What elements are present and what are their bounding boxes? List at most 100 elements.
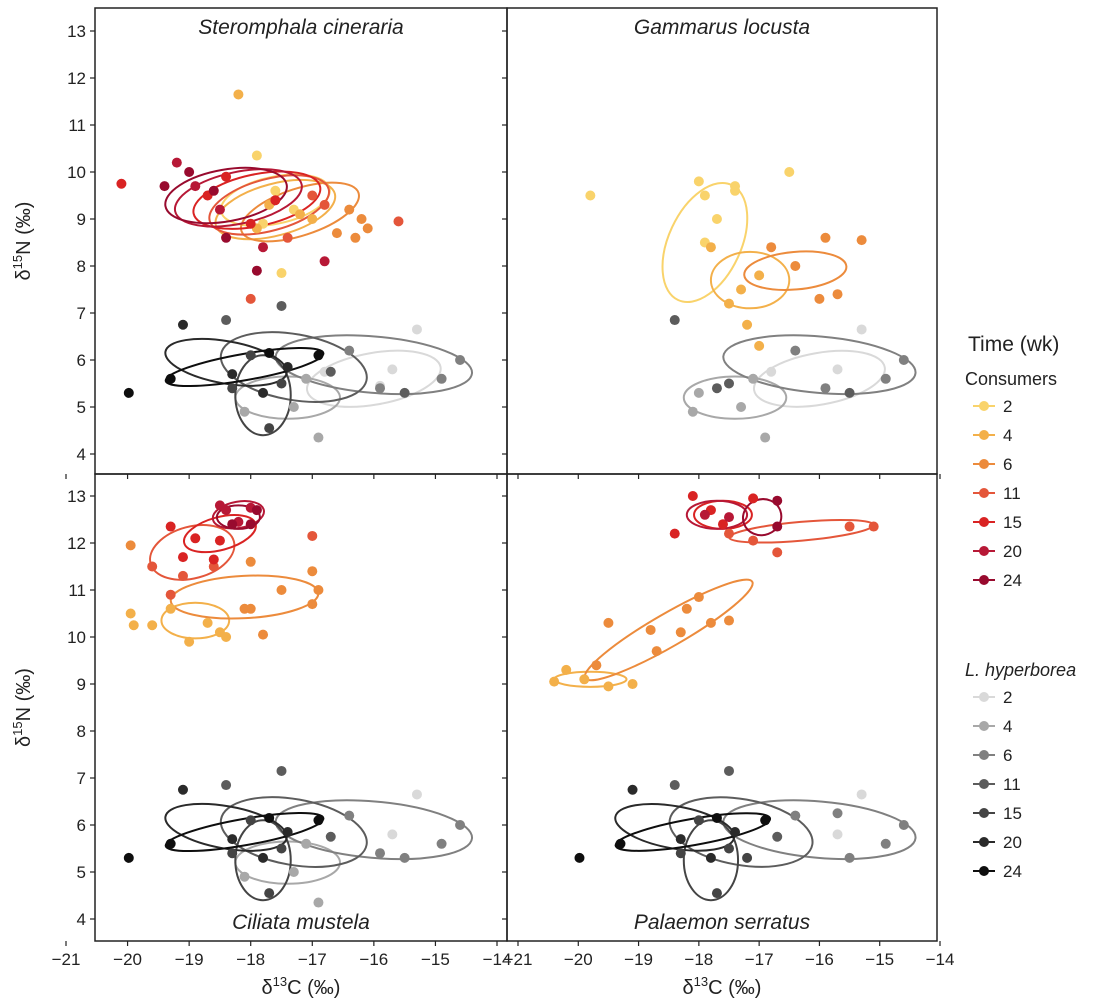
kelp-point-11wk: [276, 300, 287, 311]
kelp-ellipse-11wk: [668, 796, 814, 868]
panels: 4 5 6 7 8 9 10 11 12 13 Steromphala cineraria δ15N …: [10, 7, 954, 999]
y-tick-label: 12: [67, 534, 86, 553]
consumer-point-6wk: [724, 615, 734, 626]
legend-key-dot: [979, 837, 989, 847]
consumer-point-4wk: [128, 620, 139, 631]
consumer-point-20wk: [258, 242, 269, 253]
kelp-point-20wk: [675, 834, 686, 845]
kelp-point-6wk: [436, 838, 447, 849]
kelp-point-4wk: [313, 897, 324, 908]
x-axis-title: δ13C (‰): [262, 974, 341, 999]
kelp-ellipse-2wk: [752, 349, 886, 408]
y-tick-label: 9: [77, 210, 86, 229]
kelp-point-4wk: [288, 867, 299, 877]
panel-frame: [506, 7, 938, 475]
kelp-point-15wk: [675, 848, 686, 859]
consumer-point-15wk: [190, 533, 201, 544]
legend-title: Time (wk): [968, 333, 1059, 356]
consumer-point-15wk: [165, 521, 176, 532]
kelp-point-6wk: [436, 373, 447, 384]
consumer-point-6wk: [331, 228, 342, 239]
y-axis-title: δ15N (‰): [10, 668, 35, 747]
consumer-point-15wk: [748, 493, 759, 504]
consumer-point-11wk: [724, 528, 734, 539]
consumer-point-15wk: [208, 554, 219, 565]
consumer-point-4wk: [736, 284, 747, 295]
consumer-point-24wk: [251, 505, 262, 516]
y-tick-label: 10: [67, 628, 86, 647]
x-tick-label: −17: [298, 950, 327, 969]
consumer-point-15wk: [270, 195, 281, 206]
consumer-point-15wk: [669, 528, 680, 539]
consumer-point-6wk: [245, 603, 256, 614]
y-tick-label: 6: [77, 351, 86, 370]
kelp-point-15wk: [742, 852, 753, 863]
kelp-point-2wk: [832, 364, 843, 375]
kelp-point-20wk: [227, 834, 238, 845]
consumer-point-4wk: [184, 636, 195, 647]
consumer-point-11wk: [319, 199, 330, 210]
consumer-ellipse-6wk: [743, 250, 848, 291]
panel-1: 4 5 6 7 8 9 10 11 12 13 Steromphala cineraria δ15N …: [10, 7, 508, 479]
consumer-point-24wk: [159, 181, 170, 192]
kelp-point-20wk: [258, 852, 269, 863]
consumer-point-11wk: [393, 216, 404, 227]
legend-item-label: 11: [1003, 484, 1021, 503]
kelp-point-6wk: [344, 810, 355, 821]
consumer-point-15wk: [687, 491, 698, 501]
y-tick-label: 5: [77, 398, 86, 417]
y-tick-label: 6: [77, 816, 86, 835]
consumer-point-4wk: [627, 679, 638, 689]
consumer-point-24wk: [208, 185, 219, 196]
kelp-point-11wk: [772, 831, 783, 842]
kelp-ellipse-6wk: [274, 334, 474, 396]
kelp-point-6wk: [455, 820, 466, 830]
kelp-point-2wk: [387, 829, 398, 840]
consumer-point-4wk: [147, 620, 158, 631]
kelp-point-24wk: [264, 812, 275, 823]
kelp-point-4wk: [301, 838, 312, 849]
panel-title: Palaemon serratus: [634, 911, 811, 934]
consumer-point-4wk: [233, 89, 244, 100]
kelp-point-2wk: [411, 789, 422, 800]
kelp-ellipse-11wk: [219, 331, 368, 403]
kelp-point-20wk: [282, 827, 293, 838]
legend-key-dot: [979, 750, 989, 760]
consumer-point-15wk: [177, 552, 188, 563]
y-tick-label: 9: [77, 675, 86, 694]
consumer-point-6wk: [693, 592, 704, 603]
kelp-point-4wk: [288, 402, 299, 412]
panel-frame: [94, 7, 508, 475]
consumer-ellipse-20wk: [173, 168, 303, 228]
consumer-ellipse-24wk: [164, 166, 288, 225]
consumer-point-11wk: [208, 561, 219, 572]
x-axis-title: δ13C (‰): [683, 974, 762, 999]
consumer-point-4wk: [754, 270, 765, 281]
plot-area: [549, 491, 917, 902]
kelp-point-11wk: [276, 765, 287, 776]
kelp-ellipse-24wk: [164, 812, 325, 853]
kelp-point-2wk: [856, 324, 867, 335]
kelp-point-4wk: [736, 402, 747, 412]
legend-item-label: 20: [1003, 542, 1022, 561]
kelp-point-11wk: [724, 765, 734, 776]
kelp-point-15wk: [264, 888, 275, 899]
y-tick-label: 4: [77, 910, 86, 929]
consumer-point-11wk: [282, 232, 293, 243]
x-tick-label: −19: [624, 950, 653, 969]
consumer-point-20wk: [319, 256, 330, 267]
consumer-point-11wk: [844, 521, 855, 532]
y-tick-label: 8: [77, 722, 86, 741]
y-tick-label: 11: [68, 116, 86, 135]
y-tick-label: 12: [67, 69, 86, 88]
kelp-point-4wk: [693, 387, 704, 398]
consumer-point-6wk: [591, 660, 602, 671]
legend-item-label: 15: [1003, 513, 1022, 532]
kelp-point-4wk: [687, 406, 698, 417]
plot-area: [123, 500, 474, 908]
kelp-point-15wk: [276, 843, 287, 854]
y-tick-label: 7: [77, 769, 86, 788]
consumer-point-6wk: [344, 204, 355, 215]
